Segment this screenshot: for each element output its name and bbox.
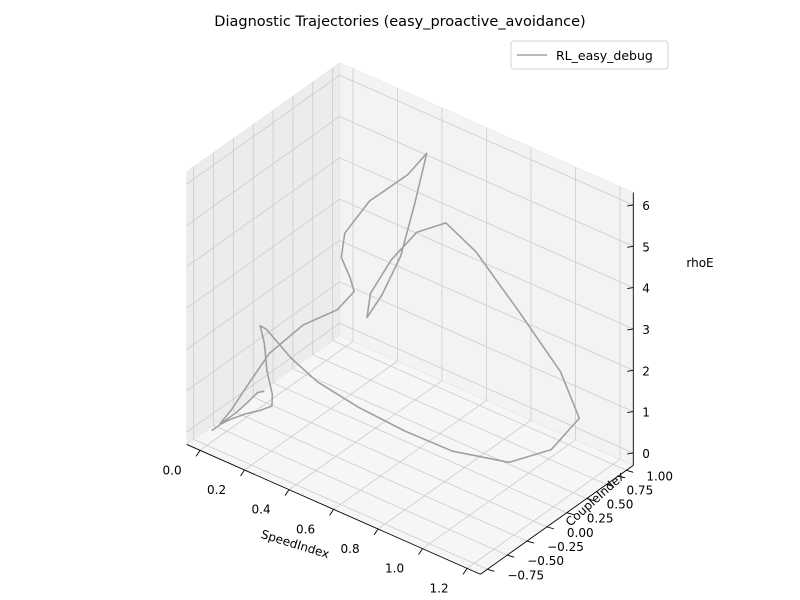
legend-box: [510, 40, 669, 70]
y-tick-label: 0.50: [607, 498, 634, 512]
x-grid-floor: [377, 419, 532, 530]
z-tick-label: 2: [642, 364, 650, 378]
z-tick: [627, 328, 634, 331]
y-tick: [526, 540, 535, 544]
x-tick: [240, 469, 245, 477]
z-tick-label: 0: [642, 447, 650, 461]
z-grid-back: [339, 74, 634, 206]
x-grid-floor: [244, 360, 398, 471]
y-axis-line: [480, 464, 634, 575]
x-grid-floor: [333, 400, 487, 510]
z-tick-label: 5: [642, 240, 650, 254]
y-tick: [626, 469, 634, 473]
y-tick-label: −0.75: [507, 568, 544, 582]
z-tick-label: 4: [642, 282, 650, 296]
z-tick-label: 3: [642, 323, 650, 337]
chart-title: Diagnostic Trajectories (easy_proactive_…: [214, 14, 585, 30]
y-tick: [606, 484, 614, 487]
y-tick-label: −0.50: [527, 554, 564, 568]
y-grid-floor: [253, 396, 548, 528]
y-tick-label: 0.00: [567, 526, 594, 540]
x-tick-label: 0.8: [341, 542, 360, 556]
y-grid-floor: [193, 439, 488, 570]
z-axis-label: rhoE: [686, 256, 713, 270]
z-grid-left: [186, 240, 340, 350]
z-grid-back: [339, 322, 634, 454]
z-grid-left: [186, 198, 340, 309]
y-grid-floor: [272, 382, 567, 514]
z-tick: [627, 452, 634, 455]
z-tick: [627, 245, 634, 248]
y-tick: [487, 568, 495, 572]
z-grid-back: [339, 116, 634, 247]
y-tick: [586, 498, 594, 502]
x-tick-label: 0.4: [252, 503, 271, 517]
z-tick: [627, 287, 634, 290]
z-tick: [627, 204, 634, 207]
tick-marks: [195, 204, 634, 575]
series-line-0: [211, 152, 581, 464]
y-tick-label: 0.25: [587, 512, 614, 526]
x-grid-floor: [199, 341, 354, 451]
x-tick: [284, 489, 290, 496]
y-tick-label: −0.25: [547, 540, 584, 554]
z-grid-back: [339, 281, 634, 412]
x-grid-floor: [466, 459, 621, 569]
x-tick: [418, 548, 423, 555]
x-tick: [329, 509, 334, 516]
y-tick: [566, 512, 574, 516]
x-tick-label: 0.2: [207, 483, 226, 497]
z-grid-back: [339, 240, 634, 371]
y-grid-floor: [292, 368, 587, 499]
z-grid-left: [186, 116, 340, 226]
tick-labels: 0.0 0.2 0.4 0.6 0.8 1.0 1.2 −0.75−0.50−0.250.00…: [163, 199, 674, 595]
z-tick-label: 1: [642, 406, 650, 420]
z-grid-left: [186, 74, 340, 185]
legend: RL_easy_debug: [510, 40, 669, 70]
z-tick-label: 6: [642, 199, 650, 213]
x-grid-floor: [288, 380, 443, 491]
x-tick: [462, 568, 468, 575]
z-tick: [627, 411, 634, 414]
y-tick: [546, 526, 555, 530]
z-grid-left: [186, 322, 340, 433]
y-grid-floor: [332, 340, 627, 471]
x-tick-label: 0.0: [163, 463, 182, 477]
y-grid-floor: [213, 424, 508, 556]
x-tick: [373, 528, 379, 536]
y-grid-floor: [312, 354, 607, 485]
x-tick-label: 0.6: [296, 522, 315, 536]
z-grid-back: [339, 157, 634, 288]
y-tick: [507, 554, 515, 558]
grid-lines: [186, 67, 634, 570]
x-tick-label: 1.2: [430, 581, 449, 595]
z-grid-back: [339, 198, 634, 330]
series-layer: [211, 152, 581, 464]
x-grid-floor: [422, 439, 576, 550]
x-tick-label: 1.0: [385, 562, 404, 576]
y-tick-label: 0.75: [626, 483, 653, 497]
z-grid-left: [186, 157, 340, 268]
z-tick: [627, 369, 634, 372]
legend-series-label: RL_easy_debug: [556, 48, 653, 63]
y-grid-floor: [233, 410, 528, 542]
x-tick: [195, 450, 201, 457]
y-tick-label: 1.00: [646, 469, 673, 483]
